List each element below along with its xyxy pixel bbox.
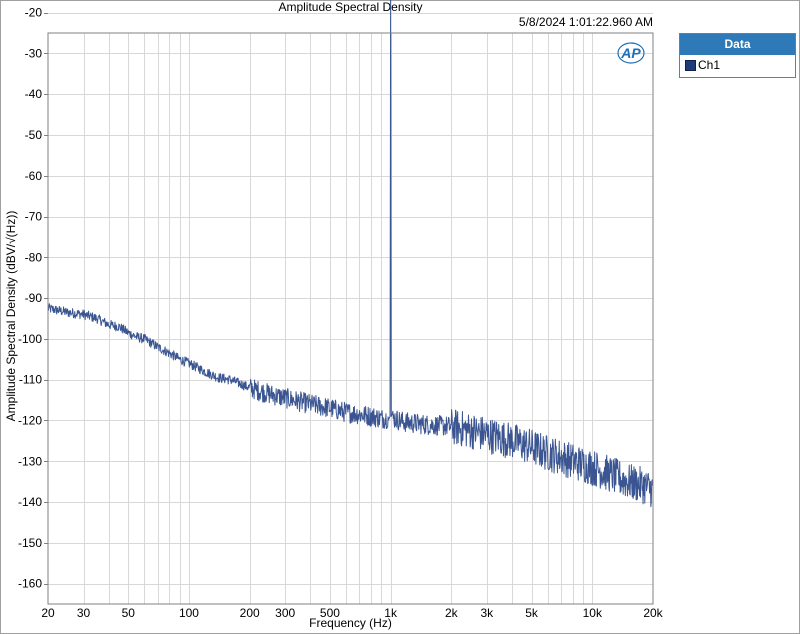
x-axis-label: Frequency (Hz)	[309, 616, 392, 630]
x-tick-label: 300	[275, 606, 295, 620]
x-tick-label: 20	[41, 606, 55, 620]
y-tick-label: -130	[18, 454, 42, 468]
y-tick-label: -30	[25, 46, 43, 60]
plot-background	[48, 33, 653, 604]
y-tick-label: -80	[25, 250, 43, 264]
x-tick-label: 2k	[445, 606, 459, 620]
logo-ring	[617, 42, 645, 64]
legend: Data Ch1	[679, 33, 796, 78]
x-tick-label: 50	[122, 606, 136, 620]
y-tick-label: -50	[25, 128, 43, 142]
legend-item-ch1[interactable]: Ch1	[680, 55, 795, 76]
grid	[48, 13, 653, 604]
timestamp: 5/8/2024 1:01:22.960 AM	[518, 15, 653, 29]
chart-title: Amplitude Spectral Density	[278, 0, 423, 14]
x-tick-label: 500	[320, 606, 340, 620]
legend-swatch	[685, 60, 696, 71]
plot-border	[47, 32, 654, 605]
x-tick-label: 30	[77, 606, 91, 620]
legend-header: Data	[680, 34, 795, 55]
y-tick-label: -60	[25, 169, 43, 183]
x-tick-label: 200	[240, 606, 260, 620]
y-tick-label: -100	[18, 332, 42, 346]
y-tick-label: -70	[25, 210, 43, 224]
y-axis-label: Amplitude Spectral Density (dBV/√(Hz))	[4, 210, 18, 422]
y-tick-label: -160	[18, 577, 42, 591]
y-tick-label: -140	[18, 495, 42, 509]
y-tick-label: -150	[18, 536, 42, 550]
x-tick-label: 5k	[525, 606, 539, 620]
y-tick-label: -40	[25, 87, 43, 101]
series-ch1	[47, 0, 654, 508]
y-tick-label: -120	[18, 413, 42, 427]
x-tick-label: 1k	[384, 606, 398, 620]
y-tick-label: -110	[19, 373, 42, 387]
y-tick-label: -20	[25, 6, 43, 20]
x-tick-label: 10k	[583, 606, 603, 620]
series-ch1-line	[47, 0, 654, 508]
logo-text: AP	[620, 45, 641, 61]
tick-labels: -10-20-30-40-50-60-70-80-90-100-110-120-…	[18, 6, 664, 620]
x-tick-label: 3k	[481, 606, 495, 620]
x-tick-label: 20k	[643, 606, 663, 620]
legend-label: Ch1	[698, 58, 721, 72]
ap-logo-icon: AP	[617, 42, 645, 64]
x-tick-label: 100	[179, 606, 199, 620]
y-tick-label: -90	[25, 291, 43, 305]
